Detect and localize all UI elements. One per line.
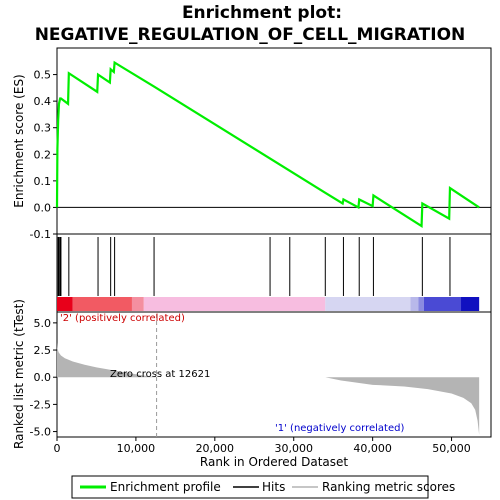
x-tick-label: 40,000 xyxy=(353,442,392,455)
metric-axis: -5.0 -2.5 0.0 2.5 5.0 xyxy=(30,317,57,439)
x-tick-label: 30,000 xyxy=(274,442,313,455)
legend-hits-label: Hits xyxy=(262,480,285,494)
colorbar-segment xyxy=(423,297,462,311)
es-y-tick-label: 0.0 xyxy=(34,201,52,214)
chart-title-line-1: Enrichment plot: xyxy=(182,3,342,23)
colorbar-segment xyxy=(410,297,419,311)
es-y-tick-label: 0.2 xyxy=(34,148,52,161)
negative-correlation-label: '1' (negatively correlated) xyxy=(275,423,404,434)
chart-title-line-2: NEGATIVE_REGULATION_OF_CELL_MIGRATION xyxy=(35,25,466,45)
metric-y-tick-label: 2.5 xyxy=(34,344,52,357)
legend: Enrichment profile Hits Ranking metric s… xyxy=(71,475,455,499)
colorbar-segment xyxy=(325,297,411,311)
es-y-tick-label: 0.4 xyxy=(34,95,52,108)
es-y-tick-label: 0.5 xyxy=(34,69,52,82)
colorbar-segment xyxy=(461,297,480,311)
hit-markers xyxy=(57,237,451,296)
metric-y-tick-label: 5.0 xyxy=(34,317,52,330)
x-tick-label: 50,000 xyxy=(432,442,471,455)
x-tick-label: 0 xyxy=(54,442,61,455)
colorbar-segment xyxy=(57,297,73,311)
es-y-tick-label: 0.1 xyxy=(34,175,52,188)
metric-y-tick-label: -2.5 xyxy=(30,398,51,411)
x-axis-label: Rank in Ordered Dataset xyxy=(200,455,348,469)
es-y-axis-label: Enrichment score (ES) xyxy=(12,74,26,207)
es-y-tick-label: -0.1 xyxy=(30,228,51,241)
colorbar-segment xyxy=(131,297,144,311)
legend-metric-label: Ranking metric scores xyxy=(322,480,455,494)
metric-y-tick-label: -5.0 xyxy=(30,426,51,439)
legend-enrichment-label: Enrichment profile xyxy=(110,480,221,494)
positive-correlation-label: '2' (positively correlated) xyxy=(60,313,185,324)
metric-y-tick-label: 0.0 xyxy=(34,371,52,384)
colorbar-segment xyxy=(72,297,132,311)
enrichment-profile-series xyxy=(55,60,480,228)
es-axis: -0.1 0.0 0.1 0.2 0.3 0.4 0.5 xyxy=(30,69,491,241)
enrichment-profile-line xyxy=(55,60,480,228)
colorbar-segment xyxy=(143,297,326,311)
x-tick-label: 10,000 xyxy=(117,442,156,455)
colorbar-segment xyxy=(418,297,424,311)
ranking-colorbar xyxy=(57,297,480,311)
metric-y-axis-label: Ranked list metric (tTest) xyxy=(12,299,26,449)
zero-cross-label: Zero cross at 12621 xyxy=(110,369,210,380)
es-panel-frame xyxy=(56,47,492,235)
x-tick-label: 20,000 xyxy=(196,442,235,455)
es-y-tick-label: 0.3 xyxy=(34,122,52,135)
x-axis: 0 10,000 20,000 30,000 40,000 50,000 xyxy=(54,437,471,455)
